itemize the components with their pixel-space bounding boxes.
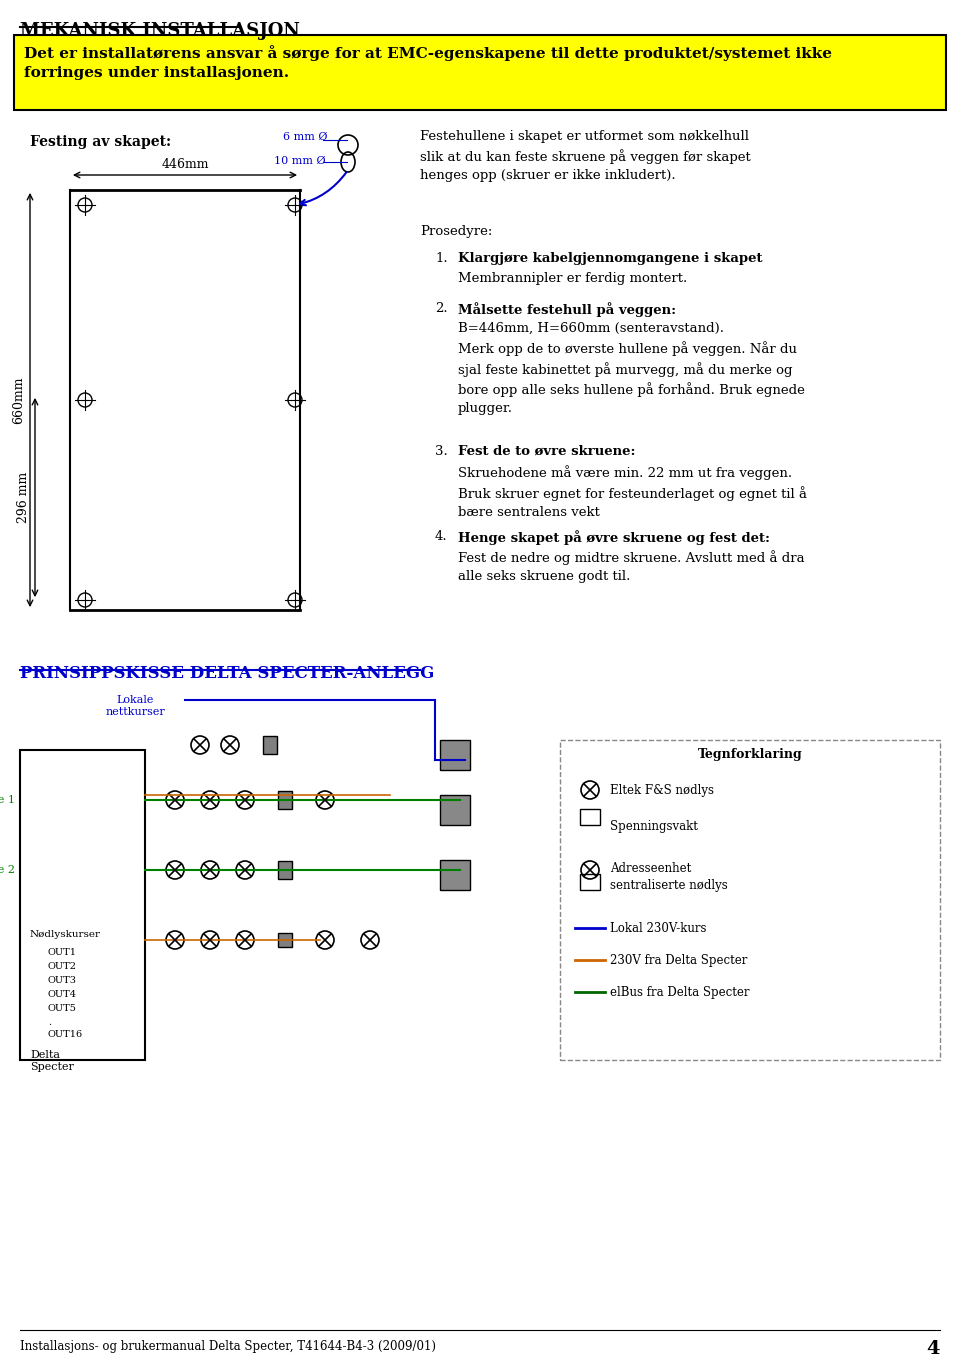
Text: Delta
Specter: Delta Specter — [30, 1050, 74, 1072]
Text: Festing av skapet:: Festing av skapet: — [30, 136, 171, 149]
Text: 660mm: 660mm — [12, 376, 25, 424]
Text: B=446mm, H=660mm (senteravstand).
Merk opp de to øverste hullene på veggen. Når : B=446mm, H=660mm (senteravstand). Merk o… — [458, 322, 804, 415]
Text: OUT3: OUT3 — [48, 976, 77, 986]
Text: .: . — [48, 1019, 51, 1027]
Text: Målsette festehull på veggen:: Målsette festehull på veggen: — [458, 303, 676, 316]
Bar — [580, 809, 600, 826]
Bar — [20, 750, 145, 1060]
Text: Membrannipler er ferdig montert.: Membrannipler er ferdig montert. — [458, 272, 687, 285]
Text: MEKANISK INSTALLASJON: MEKANISK INSTALLASJON — [20, 22, 300, 40]
Bar — [278, 861, 292, 879]
Text: Det er installatørens ansvar å sørge for at EMC-egenskapene til dette produktet/: Det er installatørens ansvar å sørge for… — [24, 45, 832, 81]
Text: OUT5: OUT5 — [48, 1003, 77, 1013]
Bar — [278, 934, 292, 947]
Text: Skruehodene må være min. 22 mm ut fra veggen.
Bruk skruer egnet for festeunderla: Skruehodene må være min. 22 mm ut fra ve… — [458, 465, 807, 519]
Text: elBus fra Delta Specter: elBus fra Delta Specter — [610, 986, 750, 999]
Text: Lokal 230V-kurs: Lokal 230V-kurs — [610, 921, 707, 935]
Bar — [278, 791, 292, 809]
Text: 1.: 1. — [435, 252, 447, 266]
Text: Lokale
nettkurser: Lokale nettkurser — [106, 695, 165, 716]
Text: 4: 4 — [926, 1340, 940, 1358]
Bar — [440, 860, 470, 890]
Text: Tegnforklaring: Tegnforklaring — [698, 747, 803, 761]
Bar — [560, 741, 940, 1060]
Text: Fest de to øvre skruene:: Fest de to øvre skruene: — [458, 445, 636, 459]
Text: 2.: 2. — [435, 303, 447, 315]
Text: OUT2: OUT2 — [48, 962, 77, 971]
Text: Henge skapet på øvre skruene og fest det:: Henge skapet på øvre skruene og fest det… — [458, 530, 770, 545]
Text: Eltek F&S nødlys: Eltek F&S nødlys — [610, 784, 714, 797]
Text: OUT16: OUT16 — [48, 1029, 84, 1039]
Text: PRINSIPPSKISSE DELTA SPECTER-ANLEGG: PRINSIPPSKISSE DELTA SPECTER-ANLEGG — [20, 665, 434, 682]
FancyBboxPatch shape — [14, 36, 946, 110]
Text: 10 mm Ø: 10 mm Ø — [274, 156, 325, 166]
Text: Fest de nedre og midtre skruene. Avslutt med å dra
alle seks skruene godt til.: Fest de nedre og midtre skruene. Avslutt… — [458, 550, 804, 583]
Text: Adresseenhet
sentraliserte nødlys: Adresseenhet sentraliserte nødlys — [610, 862, 728, 893]
Bar — [440, 795, 470, 826]
Text: 446mm: 446mm — [161, 157, 208, 171]
Text: 4.: 4. — [435, 530, 447, 543]
Bar — [580, 873, 600, 890]
Bar — [263, 737, 277, 754]
Text: elBus sløyfe 1: elBus sløyfe 1 — [0, 795, 15, 805]
Bar — [440, 741, 470, 769]
Text: Prosedyre:: Prosedyre: — [420, 225, 492, 238]
Text: Installasjons- og brukermanual Delta Specter, T41644-B4-3 (2009/01): Installasjons- og brukermanual Delta Spe… — [20, 1340, 436, 1353]
Text: 6 mm Ø: 6 mm Ø — [283, 131, 327, 142]
Text: Nødlyskurser: Nødlyskurser — [30, 930, 101, 939]
Text: 3.: 3. — [435, 445, 447, 459]
Text: 296 mm: 296 mm — [17, 472, 30, 523]
Text: elBus sløyfe 2: elBus sløyfe 2 — [0, 865, 15, 875]
Text: OUT4: OUT4 — [48, 990, 77, 999]
Text: Klargjøre kabelgjennomgangene i skapet: Klargjøre kabelgjennomgangene i skapet — [458, 252, 762, 266]
Text: OUT1: OUT1 — [48, 947, 77, 957]
Text: 230V fra Delta Specter: 230V fra Delta Specter — [610, 954, 748, 967]
Text: Spenningsvakt: Spenningsvakt — [610, 820, 698, 832]
Text: Festehullene i skapet er utformet som nøkkelhull
slik at du kan feste skruene på: Festehullene i skapet er utformet som nø… — [420, 130, 751, 182]
